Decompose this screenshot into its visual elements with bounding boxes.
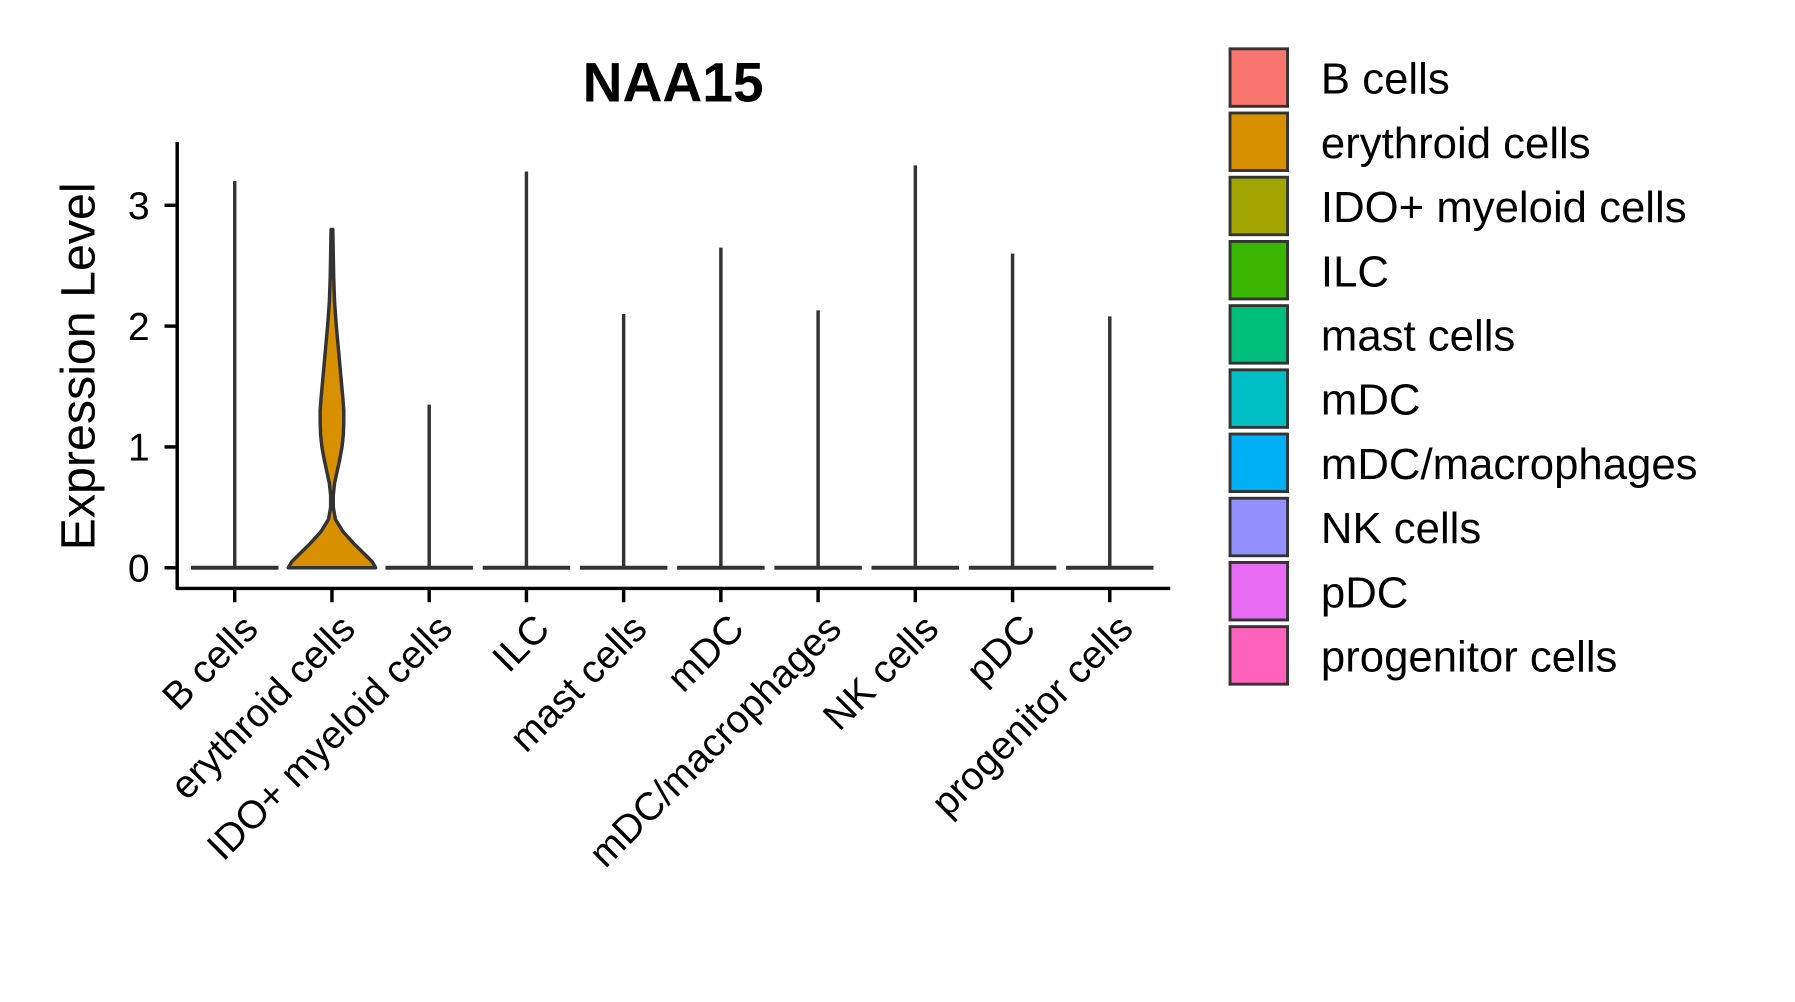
- legend-item: NK cells: [1228, 496, 1481, 558]
- legend-item: progenitor cells: [1228, 625, 1617, 686]
- legend-swatch: [1228, 111, 1290, 172]
- legend-label: mDC/macrophages: [1321, 440, 1698, 489]
- legend-label: mDC: [1321, 376, 1421, 425]
- legend-item: mDC: [1228, 368, 1421, 429]
- legend-item: mDC/macrophages: [1228, 432, 1698, 494]
- legend: B cells erythroid cells IDO+ myeloid cells…: [1228, 47, 1698, 686]
- legend-item: erythroid cells: [1228, 111, 1591, 172]
- x-tick-label: pDC: [959, 607, 1045, 693]
- legend-item: ILC: [1228, 239, 1389, 301]
- legend-label: progenitor cells: [1321, 633, 1617, 682]
- y-axis-label: Expression Level: [51, 182, 105, 550]
- legend-label: mast cells: [1321, 311, 1515, 360]
- legend-swatch: [1228, 368, 1290, 429]
- legend-label: pDC: [1321, 568, 1408, 617]
- chart-title: NAA15: [583, 52, 764, 114]
- y-tick-label: 1: [128, 427, 150, 470]
- legend-label: IDO+ myeloid cells: [1321, 183, 1687, 232]
- legend-swatch: [1228, 625, 1290, 686]
- legend-swatch: [1228, 239, 1290, 301]
- legend-label: ILC: [1321, 247, 1389, 296]
- y-tick-label: 3: [128, 185, 150, 228]
- legend-label: B cells: [1321, 55, 1450, 104]
- plot-area: [191, 165, 1154, 570]
- legend-swatch: [1228, 304, 1290, 365]
- x-tick-label: ILC: [485, 607, 558, 680]
- legend-swatch: [1228, 496, 1290, 558]
- legend-item: B cells: [1228, 47, 1450, 108]
- y-tick-label: 2: [128, 306, 150, 349]
- y-tick-label: 0: [128, 548, 150, 591]
- legend-label: NK cells: [1321, 504, 1481, 553]
- legend-label: erythroid cells: [1321, 119, 1591, 168]
- legend-item: IDO+ myeloid cells: [1228, 175, 1687, 237]
- legend-item: pDC: [1228, 561, 1408, 622]
- legend-swatch: [1228, 432, 1290, 494]
- violin-1: [286, 227, 378, 570]
- legend-swatch: [1228, 175, 1290, 237]
- legend-item: mast cells: [1228, 304, 1515, 365]
- legend-swatch: [1228, 561, 1290, 622]
- legend-swatch: [1228, 47, 1290, 108]
